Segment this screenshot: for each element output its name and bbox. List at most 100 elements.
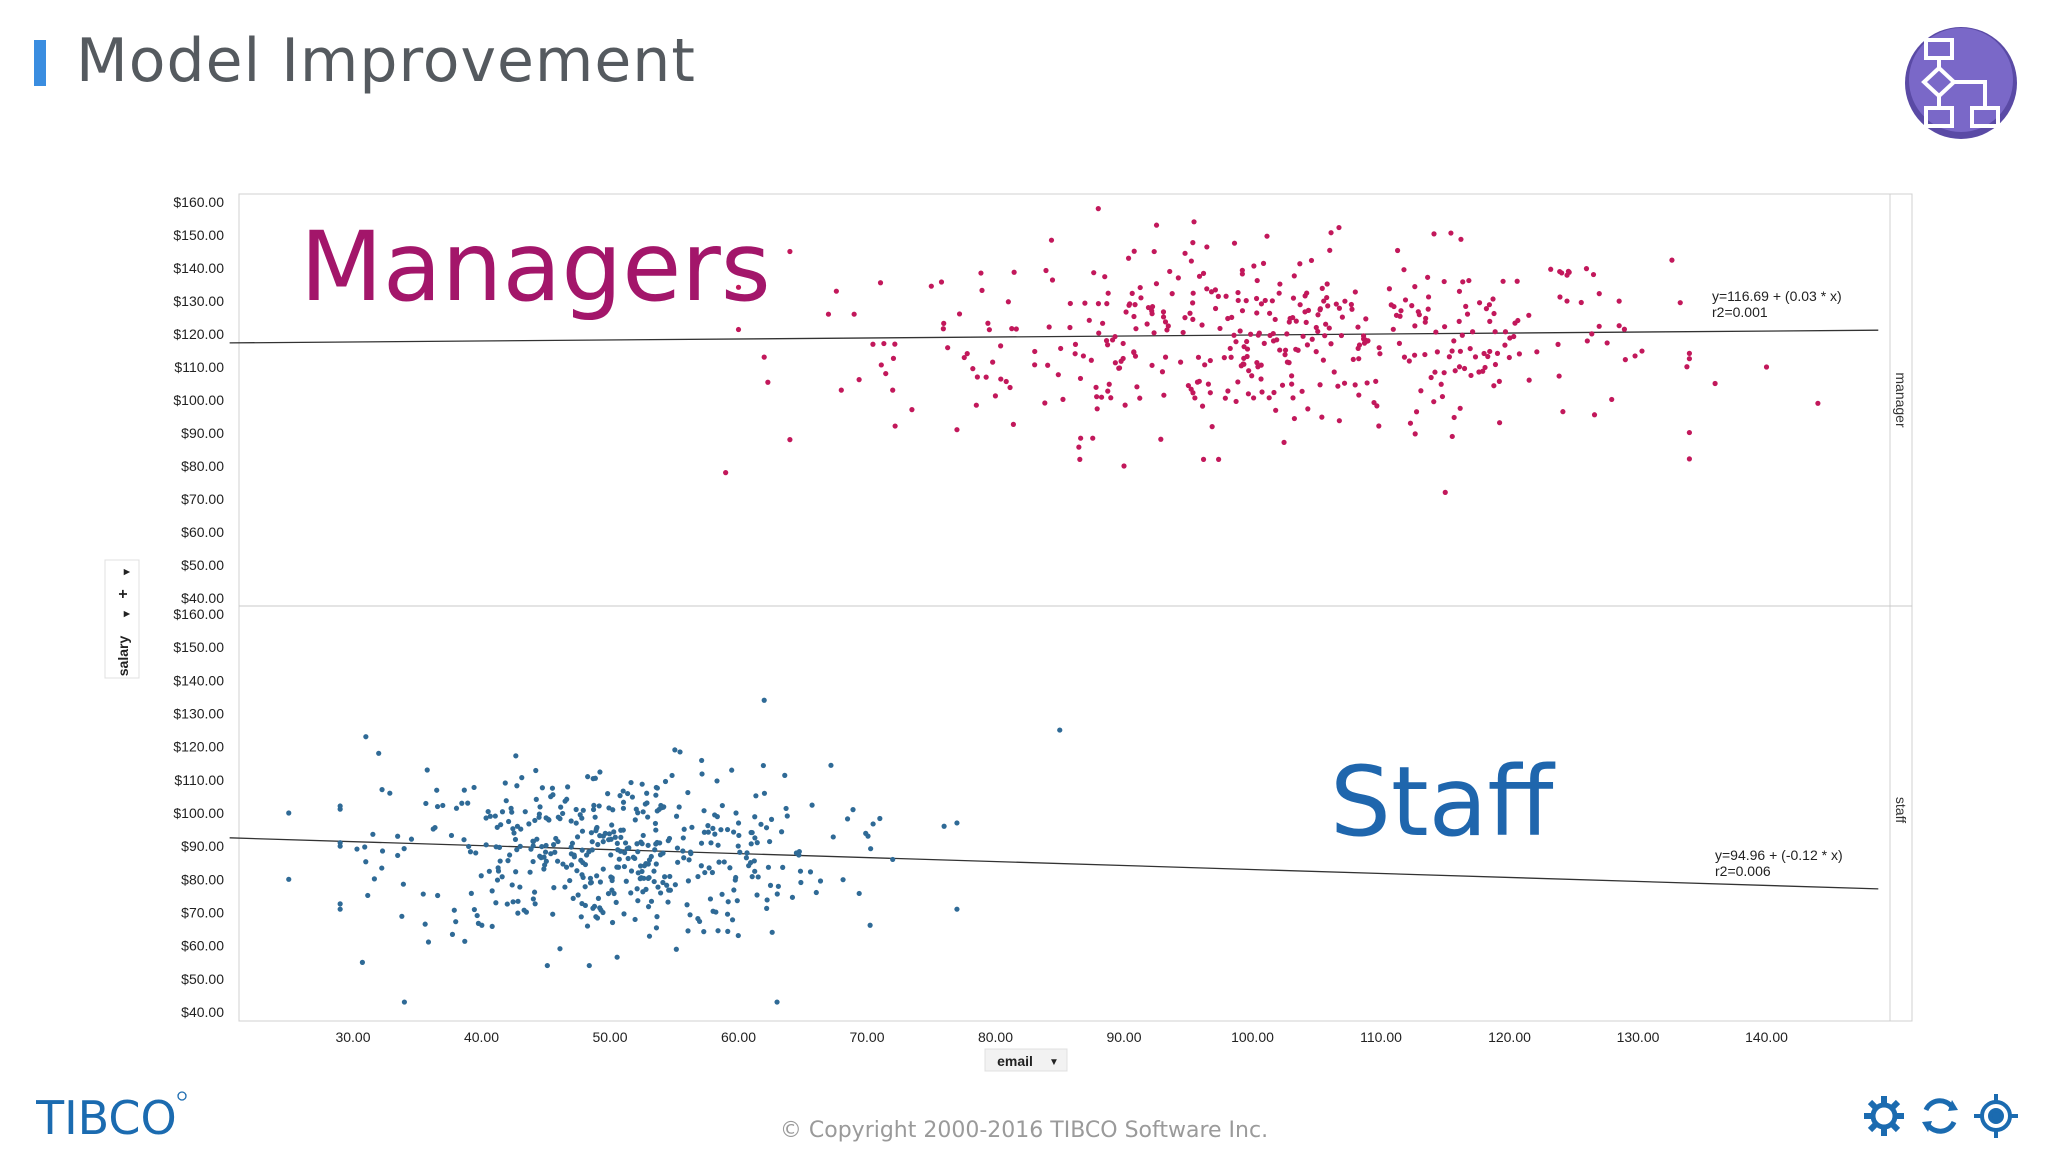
data-point bbox=[1258, 362, 1264, 368]
data-point bbox=[1187, 310, 1193, 316]
x-tick-label: 80.00 bbox=[978, 1029, 1013, 1045]
data-point bbox=[825, 311, 832, 317]
data-point bbox=[545, 816, 551, 822]
y-axis-add-icon[interactable]: + bbox=[115, 589, 132, 598]
data-point bbox=[851, 311, 857, 317]
data-point bbox=[1684, 364, 1690, 370]
data-point bbox=[655, 884, 661, 890]
chevron-down-icon[interactable]: ▼ bbox=[121, 609, 133, 620]
data-point bbox=[1290, 395, 1296, 401]
data-point bbox=[579, 815, 585, 821]
data-point bbox=[509, 882, 515, 888]
data-point bbox=[749, 874, 755, 880]
data-point bbox=[485, 808, 491, 815]
data-point bbox=[1055, 372, 1061, 378]
chevron-down-icon[interactable]: ▼ bbox=[1049, 1057, 1059, 1068]
data-point bbox=[448, 832, 455, 839]
data-point bbox=[737, 849, 743, 855]
data-point bbox=[945, 345, 951, 351]
data-point bbox=[632, 916, 638, 923]
data-point bbox=[1272, 316, 1278, 323]
data-point bbox=[560, 861, 566, 867]
data-point bbox=[667, 873, 673, 880]
data-point bbox=[1487, 348, 1493, 355]
data-point bbox=[974, 374, 980, 380]
data-point bbox=[1202, 362, 1208, 368]
data-point bbox=[1442, 489, 1448, 495]
y-tick-label: $70.00 bbox=[181, 491, 224, 507]
data-point bbox=[698, 863, 704, 869]
data-point bbox=[1082, 300, 1088, 306]
data-point bbox=[1233, 339, 1239, 345]
data-point bbox=[1557, 268, 1563, 275]
data-point bbox=[1322, 333, 1328, 339]
data-point bbox=[1013, 326, 1019, 332]
data-point bbox=[609, 822, 615, 828]
data-point bbox=[537, 853, 543, 859]
y-axis-selector[interactable]: salary + ▼ ▼ bbox=[104, 559, 140, 679]
data-point bbox=[1336, 418, 1342, 424]
data-point bbox=[1686, 456, 1692, 462]
data-point bbox=[1277, 347, 1283, 353]
data-point bbox=[1412, 431, 1418, 437]
data-point bbox=[543, 858, 549, 864]
data-point bbox=[515, 910, 521, 916]
data-point bbox=[1486, 302, 1493, 308]
data-point bbox=[1200, 456, 1207, 462]
data-point bbox=[672, 747, 678, 753]
data-point bbox=[1151, 248, 1157, 255]
data-point bbox=[505, 818, 512, 825]
data-point bbox=[979, 287, 985, 293]
data-point bbox=[705, 823, 711, 829]
data-point bbox=[608, 852, 614, 858]
data-point bbox=[563, 864, 570, 870]
data-point bbox=[1622, 357, 1628, 363]
data-point bbox=[643, 860, 649, 867]
data-point bbox=[615, 847, 621, 853]
data-point bbox=[1596, 323, 1602, 329]
data-point bbox=[471, 784, 477, 791]
data-point bbox=[775, 883, 781, 889]
data-point bbox=[613, 899, 619, 905]
chevron-down-icon[interactable]: ▼ bbox=[121, 567, 133, 578]
data-point bbox=[1254, 277, 1260, 284]
data-point bbox=[1469, 329, 1476, 335]
x-tick-label: 100.00 bbox=[1231, 1029, 1274, 1045]
cycle-icon bbox=[1922, 1098, 1958, 1134]
data-point bbox=[620, 799, 627, 805]
data-point bbox=[954, 820, 960, 826]
data-point bbox=[1151, 330, 1157, 336]
data-point bbox=[1297, 302, 1303, 308]
data-point bbox=[1231, 240, 1238, 246]
data-point bbox=[1284, 331, 1290, 337]
data-point bbox=[1309, 336, 1315, 342]
data-point bbox=[589, 847, 595, 853]
data-point bbox=[1169, 291, 1175, 297]
data-point bbox=[1390, 326, 1396, 332]
data-point bbox=[1431, 399, 1437, 405]
data-point bbox=[614, 840, 620, 847]
x-axis-selector[interactable]: email ▼ bbox=[984, 1048, 1068, 1072]
x-tick-label: 130.00 bbox=[1617, 1029, 1660, 1045]
data-point bbox=[628, 868, 635, 874]
y-tick-label: $150.00 bbox=[173, 639, 224, 655]
data-point bbox=[591, 802, 597, 809]
data-point bbox=[1121, 463, 1127, 469]
data-point bbox=[778, 829, 785, 835]
data-point bbox=[1396, 340, 1403, 346]
data-point bbox=[651, 868, 657, 874]
data-point bbox=[1349, 306, 1355, 312]
data-point bbox=[505, 858, 511, 864]
data-point bbox=[478, 873, 484, 879]
data-point bbox=[1258, 376, 1264, 382]
data-point bbox=[733, 874, 739, 881]
data-point bbox=[753, 793, 759, 799]
data-point bbox=[1235, 297, 1241, 304]
data-point bbox=[734, 898, 740, 904]
data-point bbox=[510, 899, 516, 905]
data-point bbox=[892, 423, 898, 429]
data-point bbox=[468, 890, 474, 896]
data-point bbox=[1072, 341, 1079, 347]
data-point bbox=[970, 366, 976, 372]
data-point bbox=[453, 805, 460, 811]
